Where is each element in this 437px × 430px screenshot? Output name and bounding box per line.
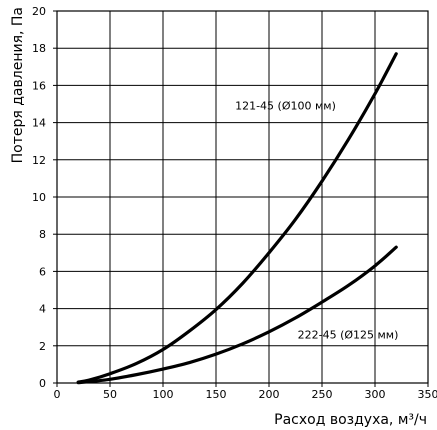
y-tick-label: 4 xyxy=(39,303,46,316)
plot-frame xyxy=(56,10,429,384)
y-axis-label: Потеря давления, Па xyxy=(10,7,26,163)
series-line-ø100 xyxy=(76,52,398,384)
series-line-ø125 xyxy=(76,245,398,385)
y-tick-label: 8 xyxy=(39,228,46,241)
x-tick-label: 300 xyxy=(365,388,386,401)
y-tick-label: 2 xyxy=(39,340,46,353)
x-tick-label: 350 xyxy=(418,388,437,401)
y-tick-label: 12 xyxy=(32,154,46,167)
series-label-ø125: 222-45 (Ø125 мм) xyxy=(298,328,399,341)
x-axis-label: Расход воздуха, м³/ч xyxy=(274,412,427,428)
x-tick-label: 250 xyxy=(312,388,333,401)
x-tick-label: 100 xyxy=(153,388,174,401)
x-tick-label: 50 xyxy=(103,388,117,401)
tick-labels: 0 50 100 150 200 250 300 350 0 2 4 6 8 10 12 14 16 18 20 xyxy=(32,5,437,401)
series-label-ø100: 121-45 (Ø100 мм) xyxy=(235,100,336,113)
y-tick-label: 20 xyxy=(32,5,46,18)
y-tick-label: 6 xyxy=(39,265,46,278)
y-tick-label: 16 xyxy=(32,79,46,92)
x-tick-label: 0 xyxy=(54,388,61,401)
x-tick-label: 200 xyxy=(259,388,280,401)
y-tick-label: 0 xyxy=(39,377,46,390)
y-tick-label: 18 xyxy=(32,42,46,55)
y-tick-label: 10 xyxy=(32,191,46,204)
x-tick-label: 150 xyxy=(206,388,227,401)
series-lines xyxy=(76,52,398,385)
y-tick-label: 14 xyxy=(32,117,46,130)
